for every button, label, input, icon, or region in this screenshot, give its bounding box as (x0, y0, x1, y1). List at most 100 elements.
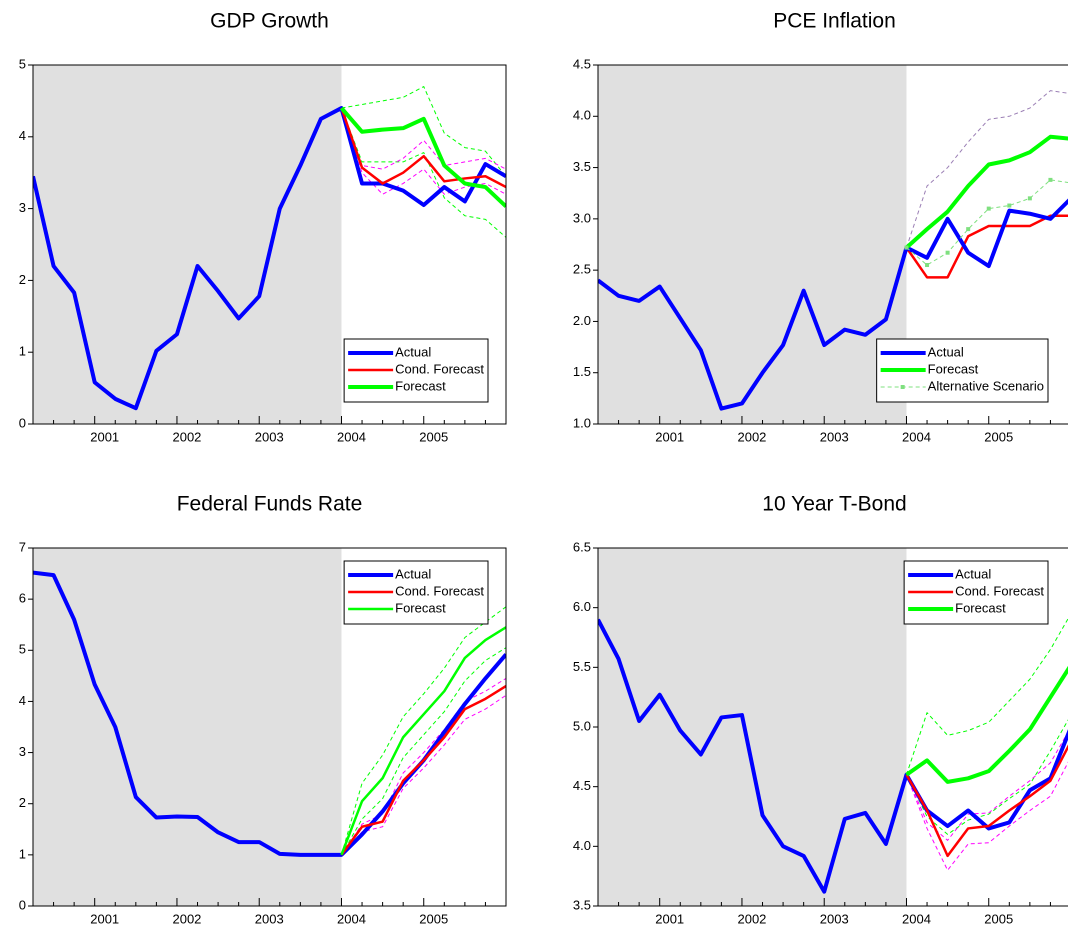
series-line (341, 107, 506, 195)
legend-item: Cond. Forecast (348, 583, 484, 598)
legend-item: Cond. Forecast (348, 361, 484, 376)
legend: Actual Cond. Forecast Forecast (343, 560, 489, 625)
history-shade (33, 65, 342, 424)
y-tick-label: 1.5 (573, 364, 591, 379)
series-line (341, 677, 506, 856)
series-line (905, 744, 1068, 858)
x-tick-label: 2004 (902, 429, 931, 444)
legend-item: Cond. Forecast (908, 583, 1044, 598)
x-tick-label: 2002 (172, 429, 201, 444)
y-tick-label: 4 (19, 693, 26, 708)
legend-label: Forecast (395, 600, 446, 615)
plot-border (32, 64, 507, 425)
marker (904, 245, 909, 250)
legend-label: Forecast (955, 600, 1006, 615)
y-tick-label: 5 (19, 56, 26, 71)
legend-item: Forecast (348, 600, 446, 615)
series-line (341, 647, 506, 856)
series-line (33, 106, 506, 411)
x-tick-label: 2004 (902, 911, 931, 926)
y-tick-label: 5.0 (573, 718, 591, 733)
plot (33, 570, 506, 857)
y-tick-label: 4.5 (573, 56, 591, 71)
y-tick-label: 2 (19, 795, 26, 810)
history-shade (598, 548, 907, 906)
legend-item: Actual (908, 566, 991, 581)
x-tick-label: 2001 (90, 429, 119, 444)
plot (598, 617, 1068, 894)
series-line (905, 134, 1068, 250)
legend-label: Actual (395, 344, 431, 359)
y-tick-label: 3 (19, 744, 26, 759)
chart-title: 10 Year T-Bond (762, 493, 906, 516)
series-line (906, 719, 1068, 835)
history-shade (598, 65, 907, 424)
y-tick-label: 0 (19, 897, 26, 912)
series-line (341, 86, 506, 177)
y-tick-label: 4.0 (573, 838, 591, 853)
marker (1007, 203, 1012, 208)
legend-item: Forecast (880, 361, 979, 376)
marker (1048, 177, 1053, 182)
legend-label: Cond. Forecast (395, 361, 484, 376)
y-tick-label: 4.5 (573, 778, 591, 793)
y-tick-label: 0 (19, 415, 26, 430)
y-tick-label: 2.0 (573, 313, 591, 328)
y-tick-label: 2.5 (573, 262, 591, 277)
y-tick-label: 1 (19, 344, 26, 359)
legend: Actual Cond. Forecast Forecast (343, 338, 489, 403)
plot (33, 86, 506, 411)
series-line (341, 107, 506, 238)
y-tick-label: 1.0 (573, 415, 591, 430)
y-tick-label: 3.0 (573, 210, 591, 225)
plot (598, 90, 1068, 411)
plot-border (32, 547, 507, 907)
legend: Actual Forecast Alternative Scenario (876, 338, 1049, 403)
x-tick-label: 2005 (419, 429, 448, 444)
series-line (906, 761, 1068, 871)
y-tick-label: 6 (19, 591, 26, 606)
series-line (906, 731, 1068, 841)
series-line (340, 107, 506, 189)
legend-item: Alternative Scenario (880, 378, 1044, 393)
legend-label: Forecast (395, 378, 446, 393)
chart-title: GDP Growth (210, 10, 329, 33)
marker (945, 250, 950, 255)
legend-item: Actual (348, 566, 431, 581)
x-tick-label: 2005 (419, 911, 448, 926)
y-tick-label: 4.0 (573, 108, 591, 123)
legend: Actual Cond. Forecast Forecast (903, 560, 1049, 625)
y-tick-label: 6.0 (573, 599, 591, 614)
series-line (340, 685, 506, 856)
x-tick-label: 2001 (655, 429, 684, 444)
x-tick-label: 2002 (737, 911, 766, 926)
plot-border (597, 547, 1068, 907)
history-shade (33, 548, 342, 906)
y-tick-label: 5 (19, 642, 26, 657)
x-tick-label: 2004 (337, 429, 366, 444)
y-tick-label: 4 (19, 128, 26, 143)
marker (966, 227, 971, 232)
x-tick-label: 2002 (737, 429, 766, 444)
legend-item: Actual (348, 344, 431, 359)
legend-label: Actual (955, 566, 991, 581)
legend-label: Cond. Forecast (395, 583, 484, 598)
legend-item: Actual (880, 344, 964, 359)
chart-title: Federal Funds Rate (177, 493, 363, 516)
legend-item: Forecast (348, 378, 446, 393)
legend-label: Actual (928, 344, 964, 359)
x-tick-label: 2005 (984, 429, 1013, 444)
series-line (339, 106, 506, 208)
legend-label: Forecast (928, 361, 979, 376)
y-tick-label: 3.5 (573, 897, 591, 912)
x-tick-label: 2003 (255, 911, 284, 926)
y-tick-label: 2 (19, 272, 26, 287)
legend-item: Forecast (908, 600, 1006, 615)
series-line (341, 694, 506, 856)
x-tick-label: 2001 (90, 911, 119, 926)
marker (925, 263, 930, 268)
series-line (598, 618, 1068, 894)
y-tick-label: 5.5 (573, 659, 591, 674)
